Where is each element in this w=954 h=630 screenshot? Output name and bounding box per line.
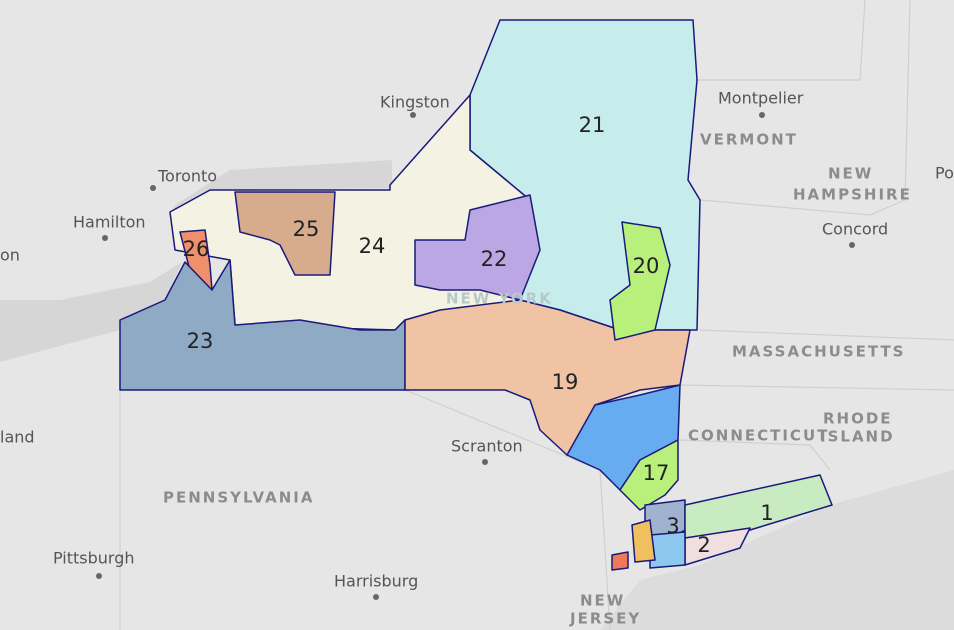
region-label: JERSEY [569,610,641,628]
place-label: Hamilton [73,213,146,232]
district-label: 26 [183,237,210,261]
region-label: PENNSYLVANIA [163,489,314,507]
place-label: Montpelier [718,89,804,108]
region-label: ISLAND [820,428,895,446]
marker [373,594,379,600]
lake-ontario [172,160,392,212]
district-17 [619,439,679,511]
district-20 [609,221,671,341]
region-label: CONNECTICUT [688,427,829,445]
district-label: 2 [697,533,710,557]
place-label: Pittsburgh [53,549,135,568]
district-label: 23 [187,329,214,353]
district-label: 1 [760,501,773,525]
marker [410,112,416,118]
ocean [600,470,954,630]
lake-erie [0,262,182,362]
marker [759,112,765,118]
district-label: 24 [359,234,386,258]
place-label: Harrisburg [334,572,418,591]
district-11 [611,551,629,571]
district-label: 20 [633,254,660,278]
district-label: 21 [579,113,606,137]
place-label: Kingston [380,93,450,112]
district-label: 22 [481,247,508,271]
place-label: on [0,246,20,265]
district-nyc-2 [631,519,656,563]
place-label: Scranton [451,437,523,456]
marker [150,185,156,191]
region-label: HAMPSHIRE [793,186,912,204]
region-label: NEW [580,592,625,610]
district-label: 19 [552,370,579,394]
place-label: Concord [822,220,888,239]
place-label: land [0,428,35,447]
district-25 [234,191,336,276]
state-borders [119,0,954,630]
place-label: Toronto [157,167,217,186]
place-markers [96,112,855,600]
region-label: NEW YORK [446,290,553,308]
marker [482,459,488,465]
region-label: RHODE [823,410,893,428]
district-label: 25 [293,217,320,241]
region-label: MASSACHUSETTS [732,343,905,361]
district-22 [414,194,541,301]
marker [96,573,102,579]
district-label: 17 [643,461,670,485]
place-label: Po [935,164,954,183]
marker [849,242,855,248]
district-label: 3 [666,514,679,538]
region-label: NEW [828,165,873,183]
region-label: VERMONT [700,131,798,149]
marker [102,235,108,241]
